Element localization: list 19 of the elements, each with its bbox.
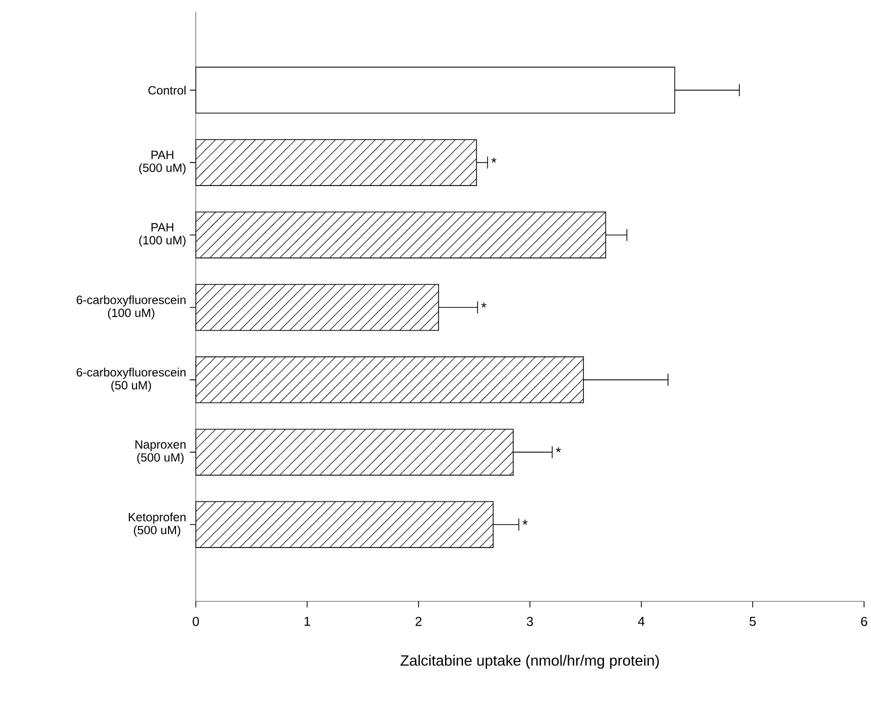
x-tick-label: 0 [192,616,199,626]
data-label: * [481,302,486,308]
y-tick-label: Ketoprofen (500 uM) [128,512,186,537]
y-tick-label: PAH (100 uM) [139,223,186,247]
x-tick-label: 1 [304,616,310,626]
x-tick-label: 4 [638,616,645,626]
y-tick-label: PAH (500 uM) [139,150,186,174]
y-tick-label: 6-carboxyfluorescein (100 uM) [76,295,186,320]
data-label: * [491,158,496,163]
data-label: * [556,447,561,452]
x-tick-label: 2 [416,616,422,626]
x-tick-label: 3 [526,616,533,626]
x-axis-title: Zalcitabine uptake (nmol/hr/mg protein) [400,654,659,669]
y-tick-label: 6-carboxyfluorescein (50 uM) [76,368,186,392]
data-label: * [522,520,528,525]
y-tick-label: Control [148,86,186,94]
x-tick-label: 6 [861,616,868,626]
x-tick-label: 5 [750,616,756,626]
y-tick-label: Naproxen (500 uM) [135,440,186,464]
